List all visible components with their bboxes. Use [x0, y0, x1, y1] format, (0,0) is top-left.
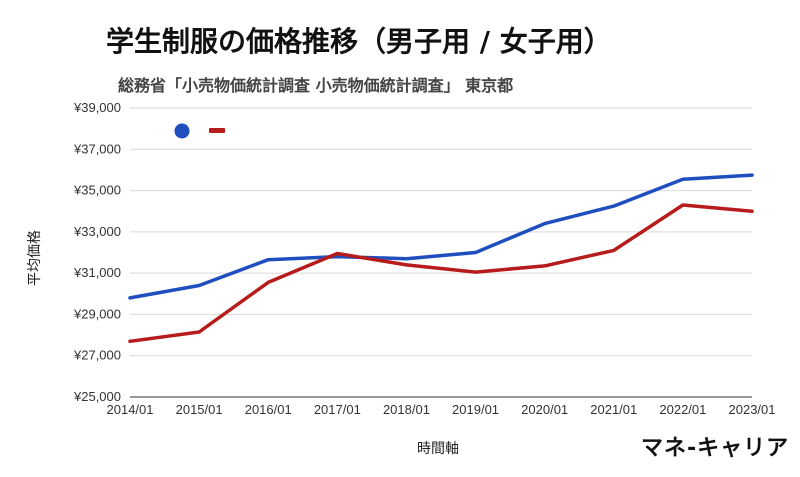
x-tick-label: 2017/01 — [314, 402, 361, 417]
data-point — [681, 177, 685, 181]
x-axis-label: 時間軸 — [417, 441, 459, 457]
x-tick-label: 2023/01 — [729, 402, 776, 417]
legend-marker-series-1 — [174, 123, 190, 139]
data-point — [128, 339, 132, 343]
data-point — [543, 222, 547, 226]
data-point — [197, 330, 201, 334]
y-tick-label: ¥29,000 — [73, 306, 121, 321]
data-point — [197, 283, 201, 288]
data-point — [750, 209, 754, 213]
x-tick-label: 2020/01 — [521, 402, 568, 417]
data-point — [681, 203, 685, 207]
brand-logo: マネ-キャリア — [641, 436, 790, 461]
chart-subtitle: 総務省「小売物価統計調査 小売物価統計調査」 東京都 — [118, 76, 514, 95]
data-point — [335, 255, 339, 259]
series-line — [128, 173, 754, 300]
data-point — [128, 296, 132, 300]
data-point — [266, 280, 270, 285]
y-axis-label: 平均価格 — [27, 230, 43, 286]
data-point — [750, 173, 754, 177]
data-point — [404, 263, 409, 267]
x-tick-label: 2021/01 — [590, 402, 637, 417]
data-point — [473, 250, 478, 255]
data-point — [266, 258, 270, 262]
x-tick-label: 2015/01 — [176, 402, 223, 417]
x-tick-label: 2014/01 — [107, 402, 154, 417]
data-point — [612, 204, 616, 208]
x-tick-label: 2016/01 — [245, 402, 292, 417]
y-tick-label: ¥27,000 — [73, 348, 121, 363]
data-point — [473, 270, 478, 274]
data-point — [335, 251, 339, 256]
y-tick-label: ¥31,000 — [73, 265, 121, 280]
x-tick-label: 2022/01 — [659, 402, 706, 417]
y-tick-label: ¥35,000 — [73, 183, 121, 198]
y-tick-label: ¥37,000 — [73, 141, 121, 156]
data-point — [404, 257, 409, 261]
legend-marker-series-2 — [209, 128, 225, 133]
data-point — [543, 264, 547, 268]
chart-title: 学生制服の価格推移（男子用 / 女子用） — [106, 25, 612, 58]
y-tick-label: ¥25,000 — [73, 389, 121, 404]
data-point — [612, 248, 616, 253]
y-tick-label: ¥39,000 — [73, 100, 121, 115]
x-tick-label: 2019/01 — [452, 402, 499, 417]
x-tick-label: 2018/01 — [383, 402, 430, 417]
y-tick-label: ¥33,000 — [73, 224, 121, 239]
series-line — [128, 203, 754, 344]
